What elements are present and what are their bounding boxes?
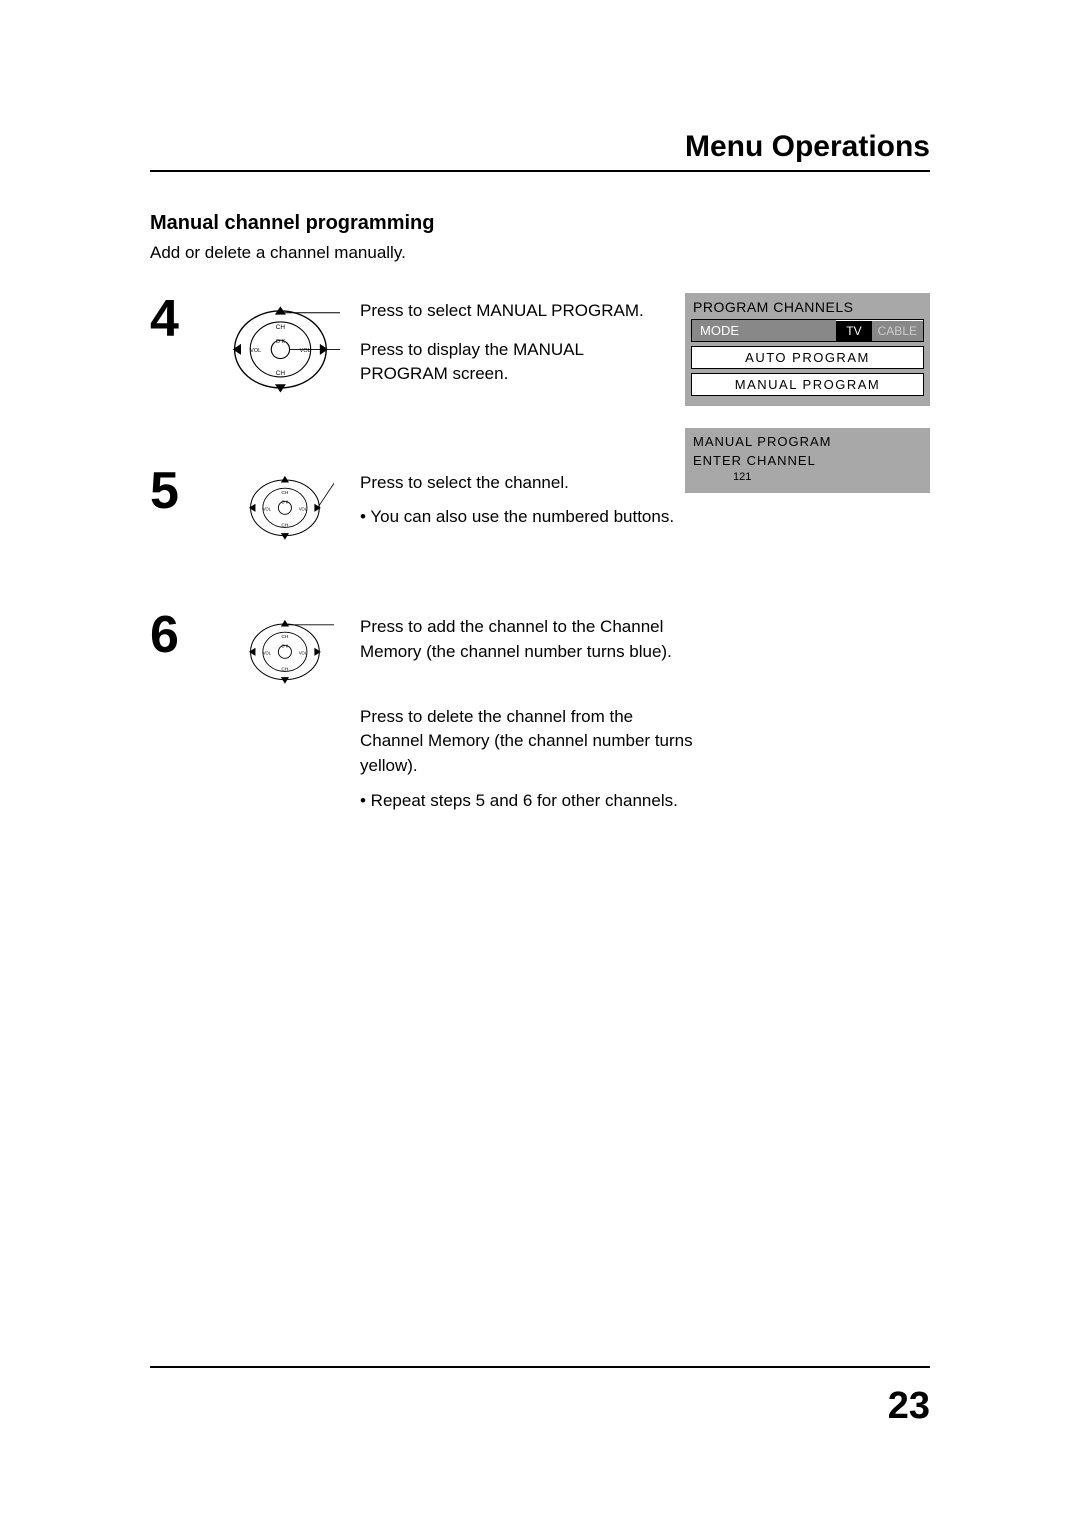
step-5: 5 CH CH VOL VOL O K xyxy=(150,465,930,550)
step-number: 4 xyxy=(150,293,230,345)
svg-text:CH: CH xyxy=(281,634,289,640)
vol-label: VOL xyxy=(250,348,261,354)
svg-text:O K: O K xyxy=(281,644,288,649)
svg-text:VOL: VOL xyxy=(299,651,308,656)
page: Menu Operations Manual channel programmi… xyxy=(0,0,1080,1528)
step6-line1a: Press to add the channel to the Channel xyxy=(360,617,663,636)
section-subtitle: Manual channel programming xyxy=(150,212,930,235)
footer-rule xyxy=(150,1366,930,1368)
svg-text:CH: CH xyxy=(281,490,289,496)
remote-diagram: CH CH VOL VOL O K xyxy=(230,465,360,550)
step-6: 6 CH CH VOL VOL O K xyxy=(150,609,930,823)
ch-label: CH xyxy=(276,324,286,331)
dpad-icon: CH CH VOL VOL O K xyxy=(244,615,334,689)
dpad-icon: CH CH VOL VOL O K xyxy=(244,471,334,545)
remote-diagram: CH CH VOL VOL O K xyxy=(230,609,360,694)
svg-text:O K: O K xyxy=(281,500,288,505)
step6-line2b: Channel Memory (the channel number turns xyxy=(360,731,693,750)
step6-line2c: yellow). xyxy=(360,756,418,775)
svg-text:CH: CH xyxy=(281,667,289,673)
ch-label: CH xyxy=(276,370,286,377)
step5-bullet: • You can also use the numbered buttons. xyxy=(360,505,930,530)
intro-text: Add or delete a channel manually. xyxy=(150,243,930,263)
step-text: Press to select the channel. • You can a… xyxy=(360,465,930,540)
step-text: Press to select MANUAL PROGRAM. Press to… xyxy=(360,293,930,397)
svg-text:VOL: VOL xyxy=(263,506,272,511)
ok-label: O K xyxy=(276,339,286,345)
page-number: 23 xyxy=(888,1385,930,1428)
dpad-icon: CH CH VOL VOL O K xyxy=(230,299,340,400)
remote-diagram: CH CH VOL VOL O K xyxy=(230,293,360,405)
step6-line2a: Press to delete the channel from the xyxy=(360,707,633,726)
step4-line1: Press to select MANUAL PROGRAM. xyxy=(360,299,930,324)
step-text: Press to add the channel to the Channel … xyxy=(360,609,930,823)
step6-line1b: Memory (the channel number turns blue). xyxy=(360,642,672,661)
step5-line1: Press to select the channel. xyxy=(360,471,930,496)
step-4: 4 CH CH VOL VOL O K xyxy=(150,293,930,405)
step6-bullet: • Repeat steps 5 and 6 for other channel… xyxy=(360,789,930,814)
svg-text:CH: CH xyxy=(281,522,289,528)
step-number: 6 xyxy=(150,609,230,661)
svg-text:VOL: VOL xyxy=(263,651,272,656)
step4-line2b: PROGRAM screen. xyxy=(360,364,508,383)
step4-line2a: Press to display the MANUAL xyxy=(360,340,584,359)
steps-container: PROGRAM CHANNELS MODE TV CABLE AUTO PROG… xyxy=(150,293,930,823)
step-number: 5 xyxy=(150,465,230,517)
osd2-line1: MANUAL PROGRAM xyxy=(693,434,922,449)
page-title: Menu Operations xyxy=(150,130,930,172)
svg-text:VOL: VOL xyxy=(299,506,308,511)
